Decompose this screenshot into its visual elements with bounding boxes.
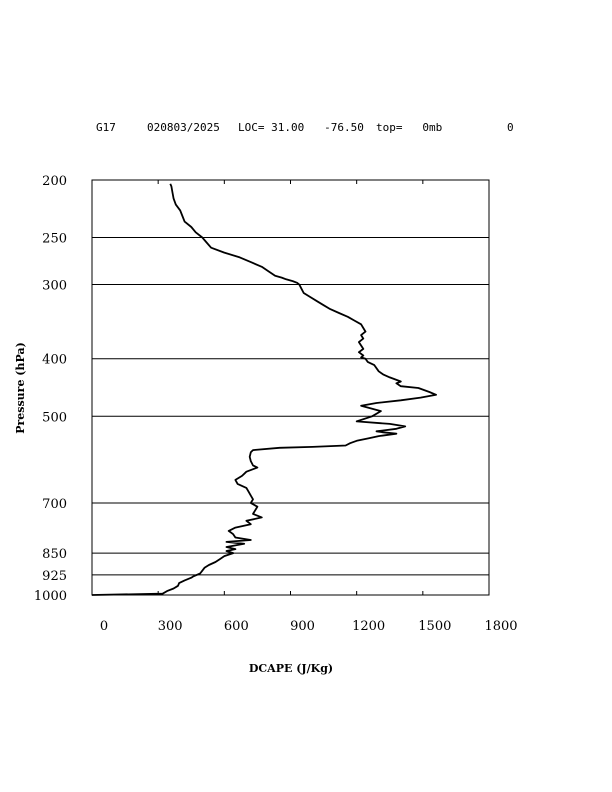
x-ticks: 0 300 600 900 1200 1500 1800: [91, 180, 518, 634]
header-extra: 0: [507, 121, 514, 134]
x-tick-label: 1200: [352, 619, 385, 634]
x-tick-label: 1500: [418, 619, 451, 634]
y-tick-label: 300: [42, 279, 67, 294]
grid-lines: [92, 237, 489, 576]
y-tick-label: 500: [42, 410, 67, 425]
header-top: top= 0mb: [376, 121, 442, 134]
y-tick-label: 250: [42, 232, 67, 247]
y-ticks: 200 250 300 400 500 700 850 925 1000: [34, 174, 67, 604]
y-tick-label: 850: [42, 547, 67, 562]
x-tick-label: 600: [224, 619, 249, 634]
y-tick-label: 700: [42, 497, 67, 512]
y-tick-label: 400: [42, 353, 67, 368]
x-tick-label: 300: [158, 619, 183, 634]
x-tick-label: 0: [100, 619, 108, 634]
x-axis-label: DCAPE (J/Kg): [249, 662, 333, 675]
plot-frame: [91, 179, 490, 596]
y-axis-label: Pressure (hPa): [14, 342, 27, 434]
y-tick-label: 1000: [34, 589, 67, 604]
y-tick-label: 925: [42, 569, 67, 584]
x-tick-label: 900: [290, 619, 315, 634]
header-datetime: 020803/2025: [147, 121, 220, 134]
y-tick-label: 200: [42, 174, 67, 189]
x-tick-label: 1800: [484, 619, 517, 634]
dcape-series-line: [91, 183, 437, 596]
header-loc: LOC= 31.00 -76.50: [238, 121, 364, 134]
header-station: G17: [96, 121, 116, 134]
